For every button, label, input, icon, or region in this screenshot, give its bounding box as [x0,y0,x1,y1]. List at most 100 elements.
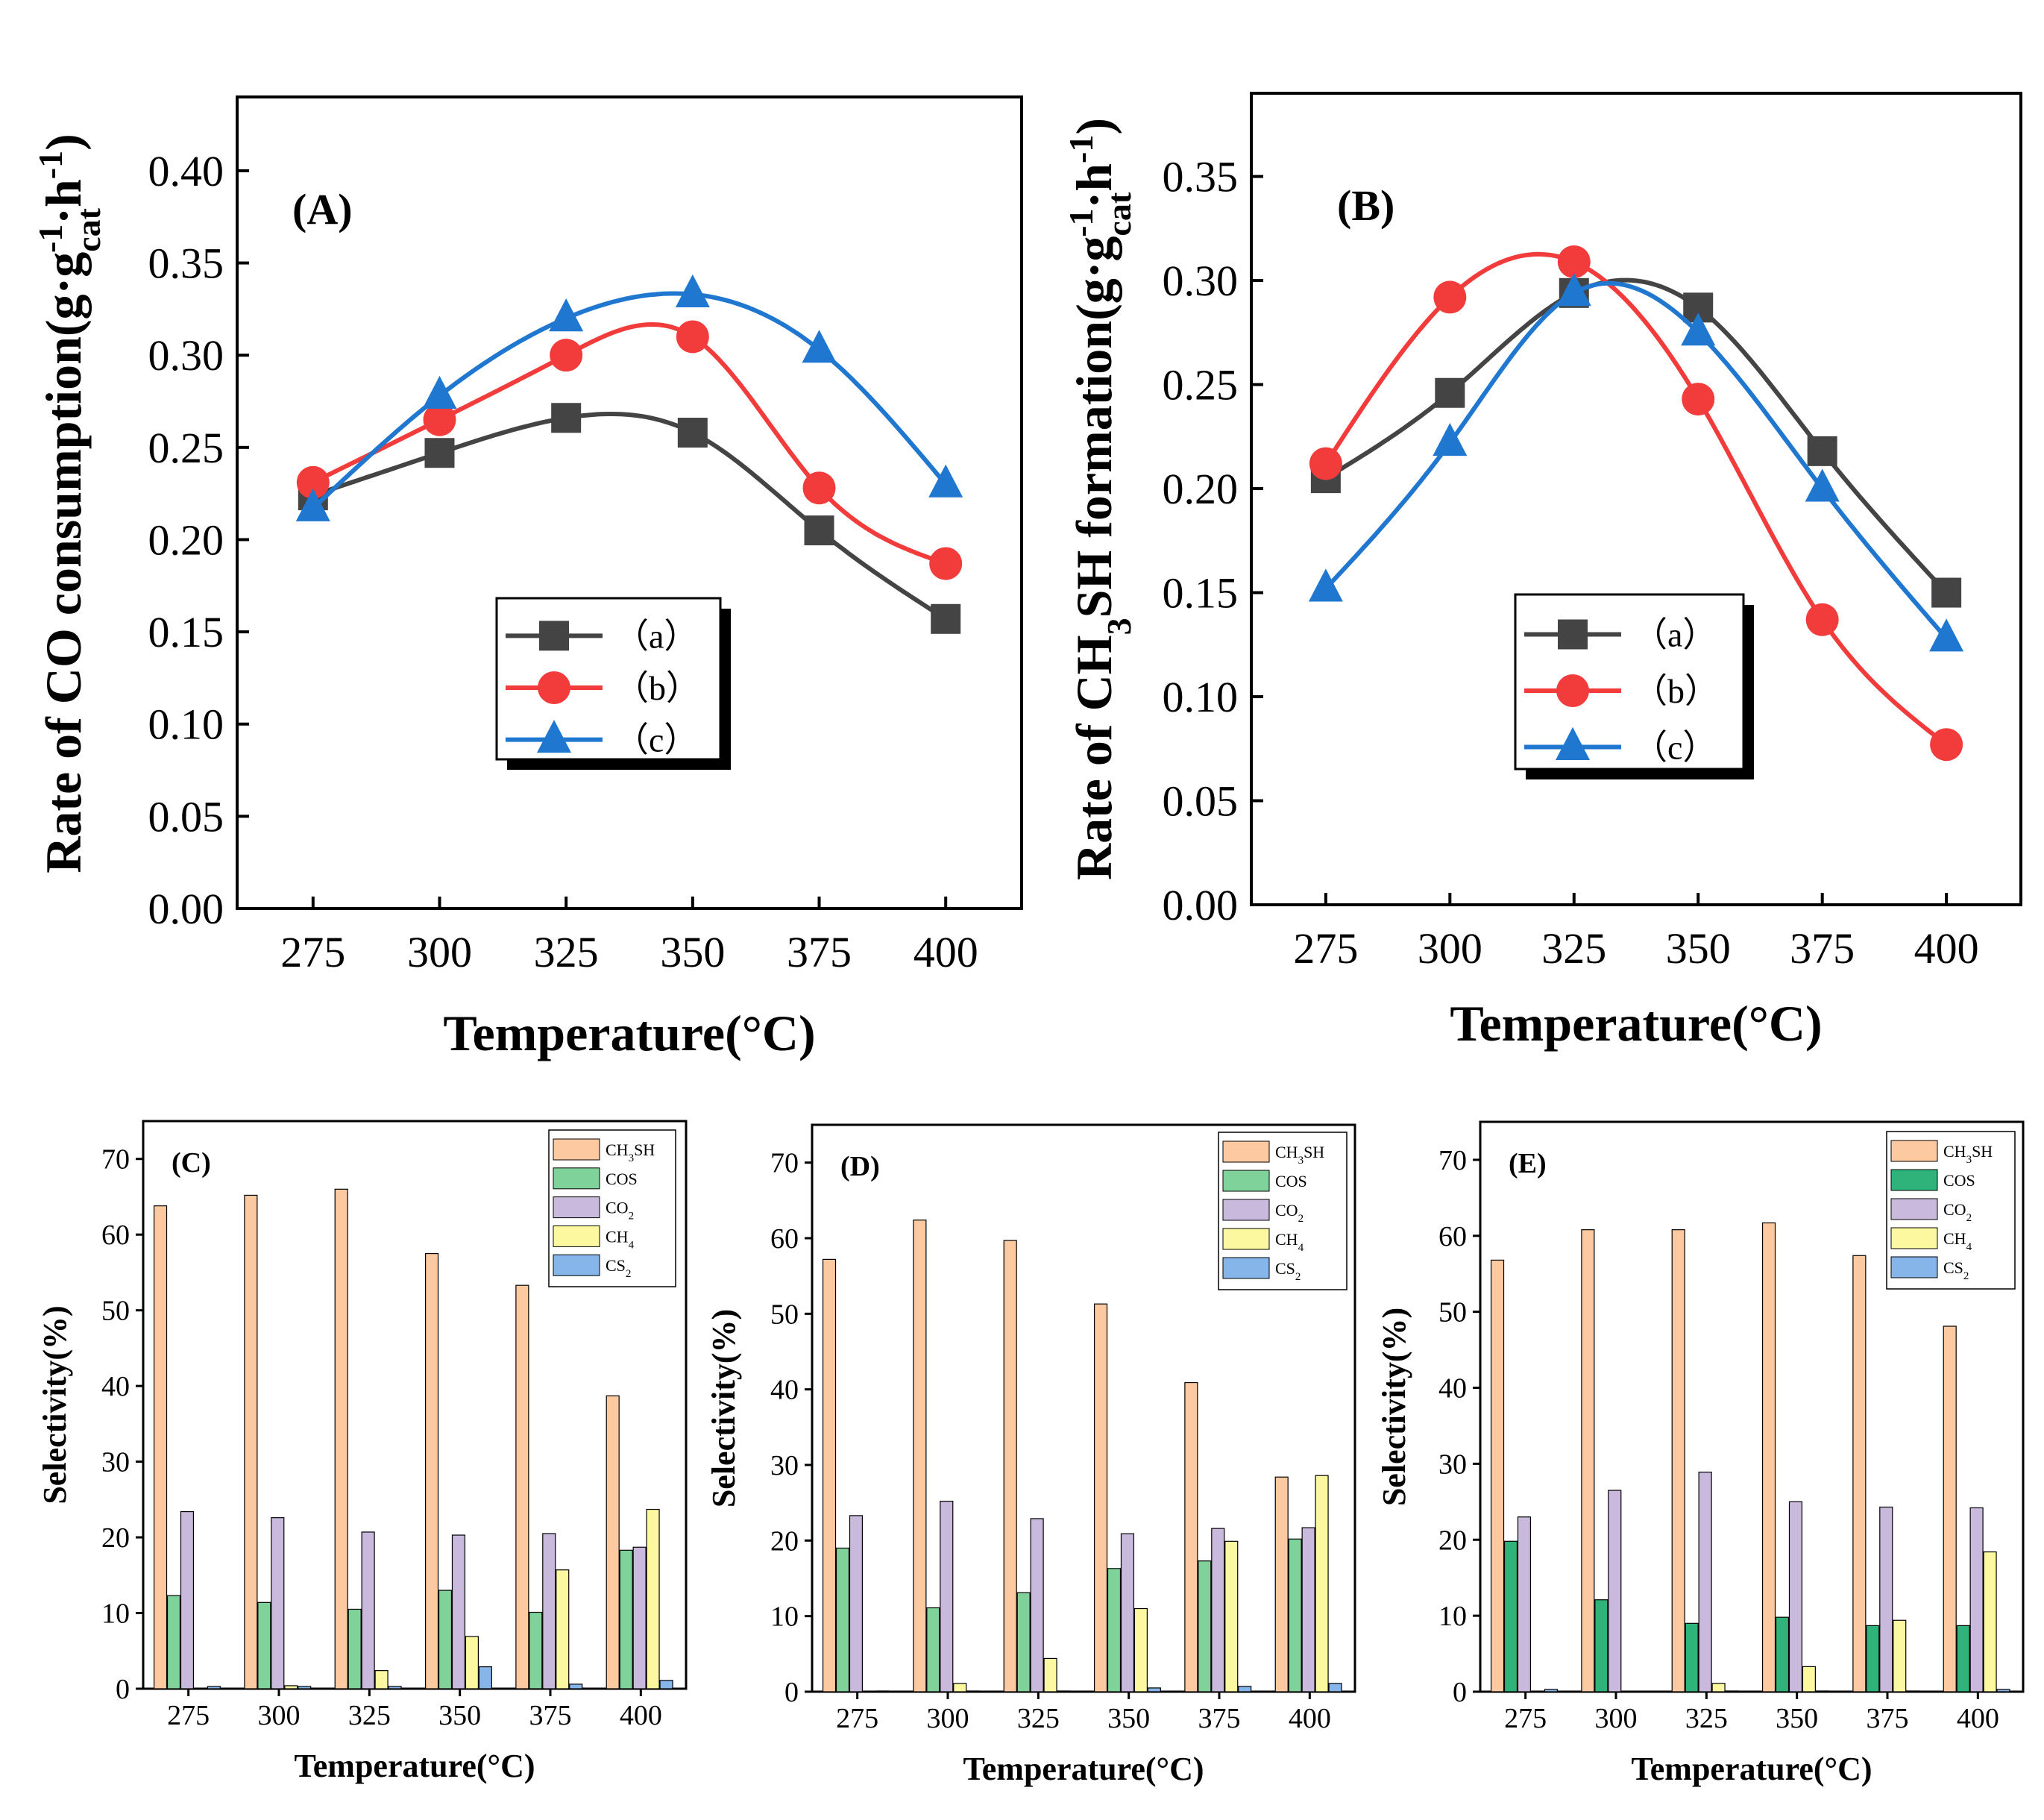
y-tick-label: 30 [101,1447,130,1478]
y-tick-label: 50 [101,1296,130,1327]
y-axis-title: Selectivity(%) [1376,1308,1412,1506]
data-point-c [1308,568,1343,602]
bar-ch4 [1802,1666,1816,1692]
bar-cos [619,1549,633,1689]
legend: （a） （b） （c） [1514,593,1754,779]
legend-marker [1556,727,1590,760]
x-tick-label: 325 [1017,1703,1060,1734]
legend-label: （b） [1633,672,1719,710]
x-tick-label: 350 [660,928,725,976]
bar-ch4 [1133,1607,1148,1692]
x-tick-label: 375 [1867,1703,1909,1734]
x-axis-title: Temperature(°C) [963,1751,1204,1787]
panel-label: (E) [1509,1148,1547,1179]
legend: CH3SH COS CO2 CH4 CS2 [1886,1131,2016,1290]
y-tick-label: 0.40 [148,147,224,195]
bar-cos [926,1607,940,1692]
legend-swatch [553,1254,600,1276]
x-tick-label: 350 [1107,1703,1150,1734]
bar-cs2 [1815,1690,1829,1692]
legend-label: （b） [614,669,700,707]
legend-swatch [1890,1256,1938,1278]
x-tick-label: 325 [1685,1703,1728,1734]
y-axis-title: Selectivity(%) [705,1309,742,1507]
legend-label: CH4 [606,1227,635,1251]
bar-cs2 [298,1686,312,1689]
bar-co2 [542,1533,556,1689]
legend-label: CH4 [1943,1229,1972,1253]
y-tick-label: 10 [101,1598,130,1630]
bar-co2 [1211,1528,1225,1692]
bar-cos [1016,1592,1031,1692]
data-point-c [1805,468,1840,502]
y-tick-label: 40 [1438,1373,1467,1405]
y-tick-label: 60 [1438,1221,1467,1252]
bar-cos [835,1547,850,1692]
bar-cos [438,1590,453,1689]
x-tick-label: 375 [529,1700,572,1731]
y-tick-label: 70 [770,1148,799,1179]
bar-ch3sh [334,1188,348,1689]
data-point-c [422,375,457,410]
x-tick-label: 325 [348,1700,391,1731]
legend-label: CH3SH [606,1140,655,1164]
bar-cs2 [478,1666,492,1689]
legend-label: （a） [1633,616,1717,654]
x-tick-label: 300 [407,928,472,976]
bar-ch3sh [244,1194,258,1689]
bar-co2 [1517,1516,1532,1692]
bar-cos [1198,1560,1212,1692]
legend-label: COS [606,1170,638,1188]
x-tick-label: 300 [1418,924,1482,973]
bar-ch3sh [153,1205,168,1689]
data-point-c [1556,273,1591,307]
x-tick-label: 400 [1957,1703,1999,1734]
legend-box [495,597,722,761]
data-point-a [424,438,455,468]
x-tick-label: 275 [280,928,345,976]
panel-label: (D) [840,1151,880,1182]
bar-cos [348,1608,362,1689]
x-tick-label: 300 [258,1700,301,1731]
bar-cos [1685,1622,1699,1692]
plot-frame [142,1120,688,1690]
series-line-c [1324,280,1949,640]
data-point-a [931,603,961,634]
x-tick-label: 375 [1790,924,1855,973]
y-tick-label: 0.35 [1163,153,1239,201]
bar-ch3sh [1490,1259,1505,1692]
legend: CH3SH COS CO2 CH4 CS2 [1218,1132,1348,1290]
data-point-b [1682,383,1715,416]
plot-frame [236,95,1023,910]
x-axis-title: Temperature(°C) [294,1748,535,1784]
legend-label: CS2 [606,1256,631,1280]
bar-cs2 [1328,1683,1342,1692]
bar-cs2 [1906,1690,1920,1692]
data-point-a [804,515,834,546]
bar-ch3sh [1003,1240,1017,1692]
bar-chart-D: 0 10 20 30 40 50 60 70 275 300 325 350 375 400 Tempera… [705,1123,1356,1787]
bar-cos [1503,1540,1518,1692]
bar-ch3sh [822,1258,837,1692]
legend-box [1514,593,1745,771]
bar-ch4 [953,1683,967,1692]
legend-swatch [553,1225,600,1247]
bar-cs2 [1725,1690,1739,1692]
x-tick-label: 400 [1914,924,1979,973]
x-axis-title: Temperature(°C) [1631,1751,1872,1787]
y-tick-label: 0 [116,1674,130,1705]
bar-co2 [1698,1472,1712,1692]
bar-ch3sh [1581,1229,1595,1692]
bar-cs2 [207,1686,221,1689]
bar-co2 [180,1510,195,1689]
y-tick-label: 0.20 [1163,465,1239,513]
bar-co2 [361,1531,375,1689]
y-tick-label: 0.00 [1163,881,1239,929]
x-axis-title: Temperature(°C) [443,1005,815,1061]
bar-ch3sh [515,1284,529,1689]
bar-cs2 [1147,1687,1161,1692]
bar-cos [1107,1568,1122,1692]
plot-frame [1479,1120,2025,1693]
bar-chart-C: 0 10 20 30 40 50 60 70 275 300 325 350 375 400 Tempera… [37,1120,688,1784]
y-tick-label: 40 [101,1371,130,1402]
